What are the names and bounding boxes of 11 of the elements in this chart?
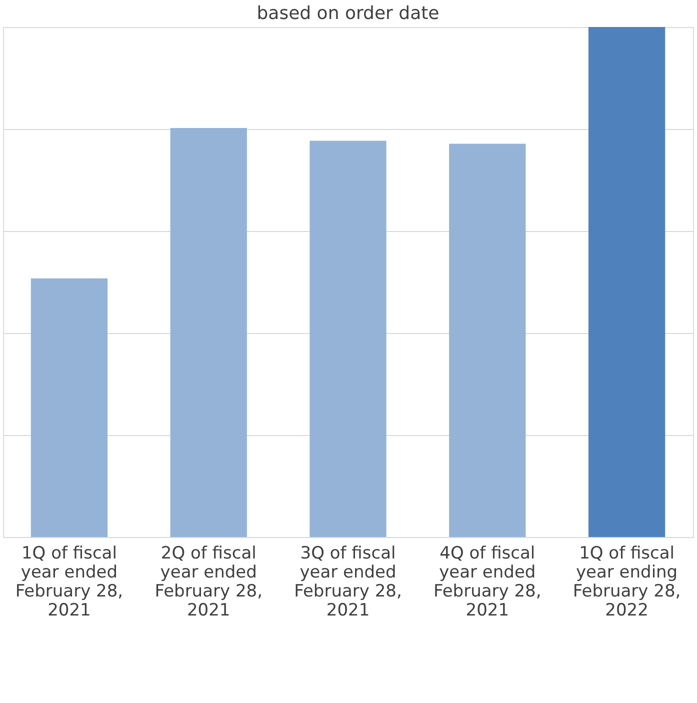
bar <box>310 140 386 537</box>
x-tick-label: 1Q of fiscal year ended February 28, 2021 <box>15 544 124 620</box>
bar <box>30 278 108 537</box>
bar <box>449 144 526 537</box>
x-tick-label: 1Q of fiscal year ending February 28, 2022 <box>572 544 681 620</box>
x-tick-label: 3Q of fiscal year ended February 28, 2021 <box>294 544 402 620</box>
x-tick-label: 4Q of fiscal year ended February 28, 2021 <box>434 544 542 620</box>
bar <box>170 128 247 537</box>
x-tick-label: 2Q of fiscal year ended February 28, 2021 <box>154 544 262 620</box>
bar <box>588 27 666 537</box>
chart-title: based on order date <box>256 3 440 24</box>
